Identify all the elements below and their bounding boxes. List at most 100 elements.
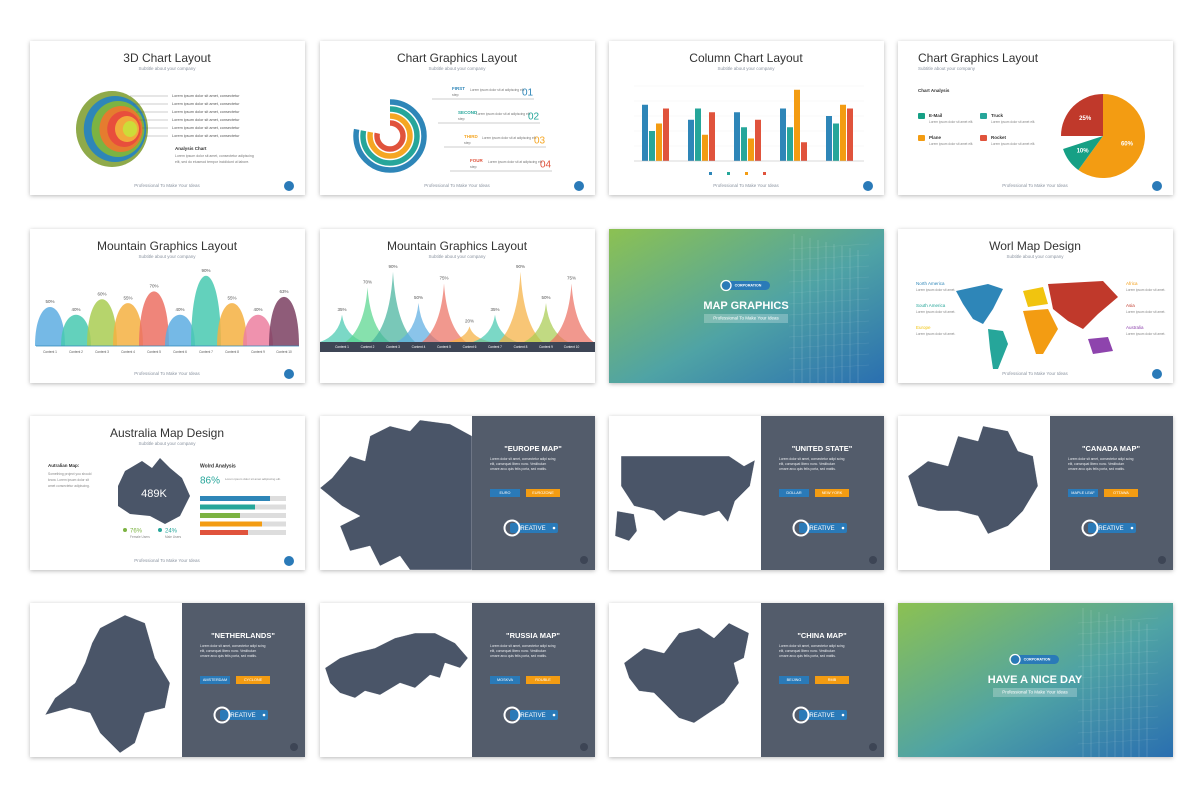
bar [734,112,740,161]
category-label: Content 5 [437,345,451,349]
panel-body: ornare arcu quis felis porta, sed mattis… [1068,467,1125,471]
tag [490,676,520,684]
logo-text: REATIVE [230,713,255,719]
slide-subtitle: Subtitle about your company [138,66,196,71]
step-number: 01 [522,88,534,99]
cover-subtitle: Professional To Make Your Ideas [713,316,779,321]
share-value: 86% [200,476,220,487]
region-label: North America [916,281,945,286]
category-label: Content 4 [121,350,135,354]
ring [122,121,138,137]
slide-subtitle: Subtitle about your company [428,66,486,71]
slice-label: 25% [1079,116,1092,122]
building-line [788,342,870,349]
tag-text: MOSKVA [497,678,513,682]
panel-body: ornare arcu quis felis porta, sed mattis… [490,654,547,658]
bar [649,131,655,161]
slide-footer: Professional To Make Your Ideas [134,371,200,376]
hill [269,296,299,346]
slide-footer: Professional To Make Your Ideas [134,183,200,188]
body-line: know. Lorem ipsum dolor sit [48,478,89,482]
tag [200,676,230,684]
tag-text: CYCLONE [244,678,263,682]
icon [918,135,925,141]
value-label: 50% [45,299,54,304]
logo-dot [1130,526,1134,530]
cover-subtitle: Professional To Make Your Ideas [1002,690,1068,695]
logo-box [510,523,558,533]
tag-text: BEIJING [787,678,802,682]
slide-title: Chart Graphics Layout [397,51,518,65]
category-label: Content 7 [488,345,502,349]
slide-footer: Professional To Make Your Ideas [713,183,779,188]
hill [217,303,247,346]
panel-body: elit, consequat libero nunc. Vestibulum [1068,462,1125,466]
tag [236,676,270,684]
note: Lorem ipsum dolor sit amet, consectetur [172,102,240,106]
country-map [324,632,469,699]
panel-body: ornare arcu quis felis porta, sed mattis… [490,467,547,471]
slide: CORPORATION HAVE A NICE DAY Professional T… [898,603,1173,757]
bar-fill [200,513,240,518]
region-desc: Lorem ipsum dolor sit amet. [916,288,955,292]
panel-body: ornare arcu quis felis porta, sed mattis… [779,654,836,658]
peak [549,283,594,342]
region-label: Australia [1126,325,1144,330]
tag-text: EUROZONE [532,491,554,495]
legend-swatch [709,172,712,175]
peak [422,283,466,342]
cover-bg [898,603,1173,757]
panel-body: elit, consequat libero nunc. Vestibulum [779,649,836,653]
person-icon [158,528,162,532]
legend-desc: Lorem ipsum dolor sit amet elit. [929,142,973,146]
logo-ring [503,519,521,537]
share-text: Lorem ipsum dolor sit amet adipiscing el… [225,477,281,481]
slide-bg [30,229,305,383]
building-line [788,353,870,360]
bar [847,108,853,161]
logo-text: REATIVE [1098,526,1123,532]
peak [396,303,441,342]
region-label: Europe [916,325,931,330]
subtitle-box [993,688,1077,697]
step-sub: step [458,117,465,121]
tag [815,489,849,497]
bar [741,127,747,161]
slice-label: 60% [1121,141,1134,147]
step-sub: step [452,93,459,97]
logo-ring [792,706,810,724]
caption: Analysis Chart [175,146,207,151]
panel-body: elit, consequat libero nunc. Vestibulum [200,649,257,653]
bar [642,104,648,161]
tag-text: MAPLE LEAF [1071,491,1095,495]
bar [709,112,715,161]
value-label: 60% [97,291,106,296]
step-label: SECOND [458,110,478,115]
hill [165,314,195,346]
value-label: 75% [439,276,448,281]
panel-body: elit, consequat libero nunc. Vestibulum [779,462,836,466]
panel-title: "RUSSIA MAP" [506,631,560,640]
panel-title: "NETHERLANDS" [211,631,275,640]
tag [526,489,560,497]
slide-subtitle: Subtitle about your company [717,66,775,71]
bar [801,142,807,161]
legend-desc: Lorem ipsum dolor sit amet elit. [929,120,973,124]
page-badge [869,743,877,751]
page-badge [869,556,877,564]
value-label: 70% [149,284,158,289]
panel-title: "UNITED STATE" [792,444,853,453]
country-map [44,614,171,754]
tag [815,676,849,684]
value-label: 90% [201,268,210,273]
region [956,284,1003,324]
panel-body: Lorem dolor sit amet, consectetur adipi … [779,457,845,461]
slide-footer: Professional To Make Your Ideas [1002,371,1068,376]
page-badge [284,369,294,379]
body-line: amet consectetur adipiscing. [48,484,90,488]
step-number: 02 [528,112,540,123]
arc [353,99,427,173]
